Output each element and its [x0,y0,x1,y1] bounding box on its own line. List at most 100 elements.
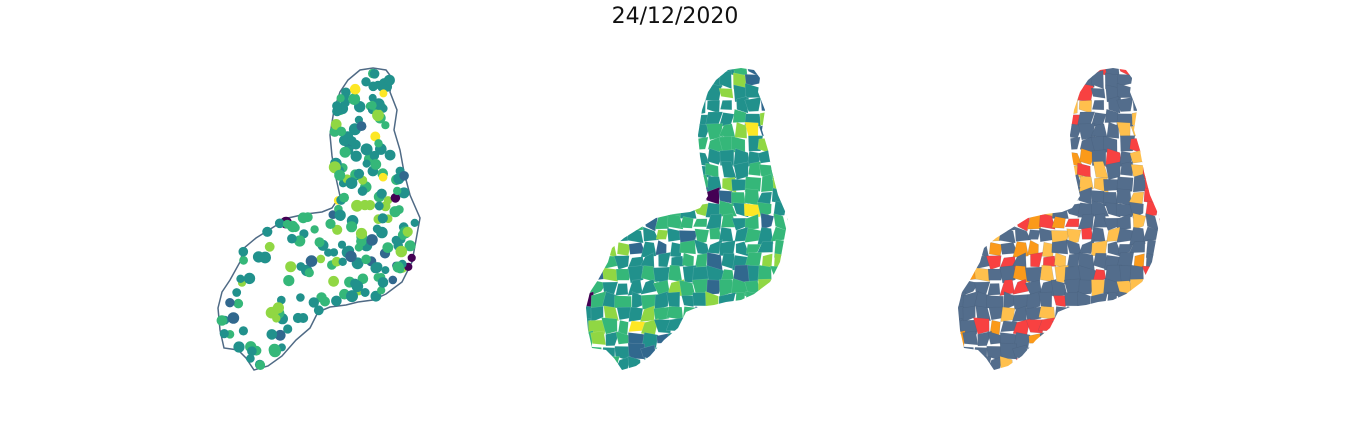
municipality-region [988,85,1005,101]
point-marker [370,263,381,274]
municipality-region [786,278,788,297]
point-marker [339,192,349,203]
municipality-region [695,68,710,75]
municipality-region [1012,279,1029,295]
municipality-region [640,162,657,176]
municipality-region [770,226,788,242]
municipality-region [588,227,604,244]
municipality-region [1026,290,1041,311]
municipality-region [1068,332,1081,347]
municipality-region [987,283,1001,296]
point-marker [274,329,286,341]
municipality-region [614,99,630,113]
municipality-region [1054,71,1070,87]
municipality-region [1131,345,1148,362]
municipality-region [1002,109,1016,129]
municipality-region [774,110,788,128]
municipality-region [586,253,592,268]
municipality-region [604,201,618,219]
municipality-region [1050,124,1069,138]
point-marker [297,212,309,224]
municipality-region [1143,68,1160,73]
municipality-region [629,163,645,178]
municipality-region [958,176,967,190]
municipality-region [1093,161,1109,179]
municipality-region [974,230,989,243]
municipality-region [958,278,962,297]
point-marker [407,253,416,262]
municipality-region [1116,83,1135,98]
municipality-region [652,98,671,115]
municipality-region [1038,68,1057,77]
point-marker [233,298,244,309]
municipality-region [1105,161,1121,181]
point-marker [378,172,388,182]
municipality-region [670,188,685,203]
municipality-region [1129,356,1148,370]
municipality-region [681,147,694,165]
municipality-region [1000,87,1015,100]
municipality-region [628,137,644,152]
municipality-region [734,356,749,370]
municipality-region [1051,200,1069,219]
point-marker [369,150,380,161]
municipality-region [603,177,618,190]
municipality-region [757,227,774,246]
municipality-region [986,200,1005,218]
municipality-region [614,200,633,218]
municipality-region [789,88,802,102]
municipality-region [654,70,670,89]
municipality-region [1156,329,1160,349]
municipality-region [666,110,685,127]
municipality-region [1115,203,1136,218]
municipality-region [743,358,763,370]
municipality-region [960,122,979,141]
municipality-region [707,321,724,334]
municipality-region [1079,359,1095,370]
municipality-region [1002,215,1016,232]
municipality-region [669,138,685,150]
municipality-region [1066,253,1080,268]
point-marker [349,83,361,95]
municipality-region [1130,369,1149,370]
point-marker [243,272,256,285]
municipality-region [1038,369,1057,370]
municipality-region [1090,226,1106,243]
municipality-region [667,122,684,139]
municipality-region [719,305,734,320]
municipality-region [999,202,1015,218]
municipality-region [691,70,711,86]
municipality-region [718,226,734,243]
municipality-region [1028,83,1042,101]
municipality-region [1090,347,1108,363]
point-marker [282,219,292,229]
municipality-region [961,188,977,205]
municipality-region [719,70,732,89]
municipality-region [772,83,787,101]
municipality-region [667,360,685,370]
municipality-region [1129,294,1148,310]
municipality-region [1091,305,1106,320]
municipality-region [601,122,618,140]
point-marker [227,312,240,324]
point-marker [399,171,409,181]
municipality-region [1026,188,1042,202]
municipality-region [1090,356,1109,370]
municipality-region [770,96,786,115]
municipality-region [988,242,1003,256]
municipality-region [1142,160,1160,180]
municipality-region [1012,191,1029,205]
municipality-region [707,68,720,75]
point-marker [336,126,347,137]
municipality-region [958,240,964,257]
municipality-region [1130,319,1149,337]
municipality-region [692,306,707,322]
municipality-region [1091,369,1107,370]
municipality-region [958,359,966,370]
municipality-region [616,242,631,256]
municipality-region [1147,332,1160,349]
point-marker [285,261,297,273]
municipality-region [718,88,734,99]
municipality-region [958,85,963,101]
municipality-region [1155,137,1160,154]
